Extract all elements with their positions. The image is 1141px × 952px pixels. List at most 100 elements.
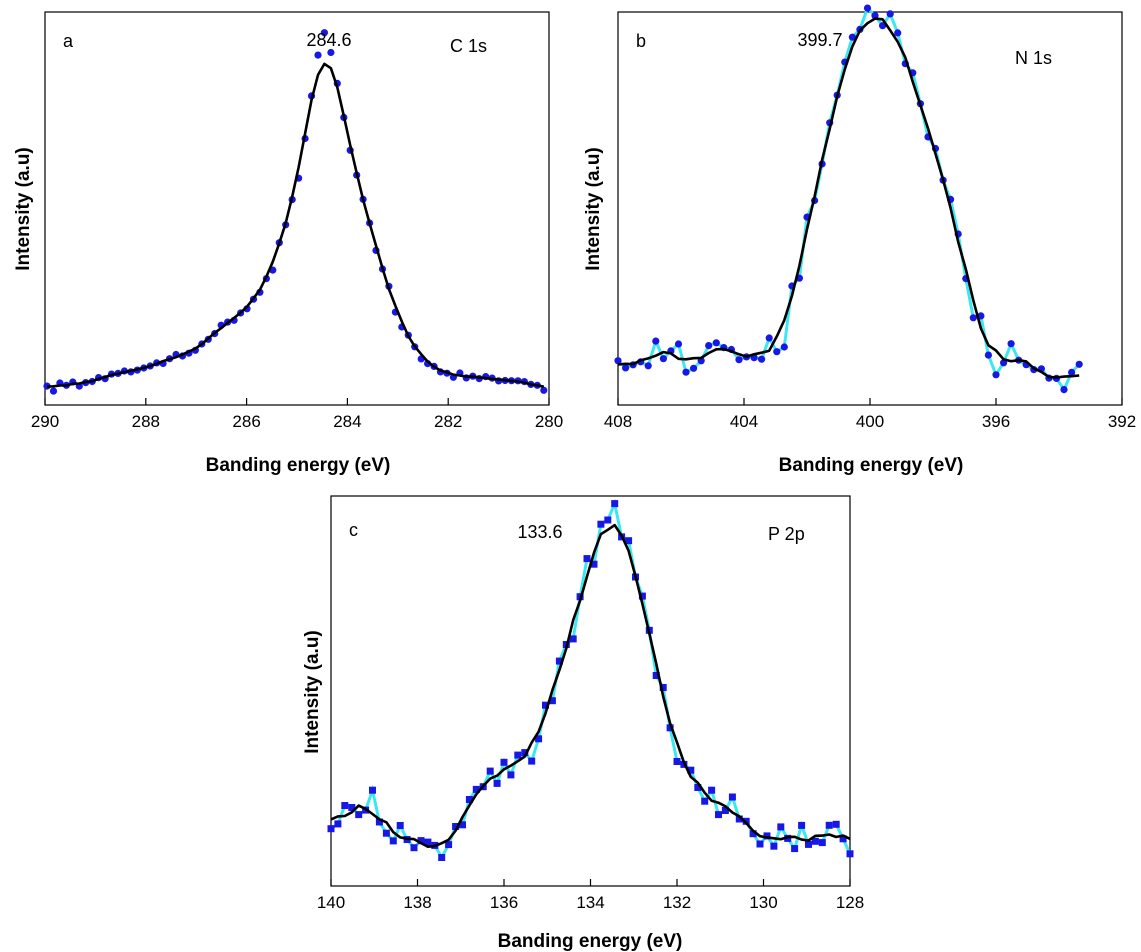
data-points [327,500,854,861]
data-point [341,802,349,809]
x-tick-label: 130 [749,893,777,912]
data-point [625,537,633,545]
data-point [521,749,529,757]
x-tick-label: 128 [836,893,864,912]
data-point [459,821,466,829]
x-ticks: 140 138 136 134 132 130 128 [317,879,864,912]
x-tick-label: 282 [434,412,462,431]
data-point [818,839,826,847]
data-point [659,355,668,363]
data-point [694,784,702,791]
panel-a: 290 288 286 284 282 280 a 284.6 C 1s Banding … [13,11,563,476]
x-tick-label: 136 [490,893,518,912]
data-point [690,364,698,372]
data-point [555,657,563,665]
data-point [1007,340,1015,348]
data-point [992,371,1000,379]
y-axis-title: Intensity (a.u) [583,147,604,271]
data-point [687,766,695,774]
data-point [848,33,857,41]
data-point [1060,386,1068,394]
data-point [811,837,819,845]
data-point [327,48,335,57]
data-point [597,520,605,528]
data-point [705,342,713,350]
data-point [756,840,764,848]
peak-label: 284.6 [306,30,351,50]
data-point [886,10,894,18]
data-point [493,779,501,787]
plot-frame [617,11,1123,406]
data-point [1075,360,1083,368]
x-tick-label: 288 [132,412,160,431]
y-axis-title: Intensity (a.u) [302,630,323,754]
peak-label: 399.7 [797,30,842,50]
data-point [659,684,667,691]
data-point [708,786,716,794]
data-point [320,29,328,37]
data-point [438,854,446,861]
data-point [452,823,460,830]
data-point [777,823,785,831]
data-point [445,841,453,849]
data-point [984,351,993,359]
data-point [396,822,404,829]
data-point [604,516,612,524]
data-point [1068,368,1076,376]
core-level-annotation: P 2p [768,524,805,544]
x-tick-label: 286 [232,412,260,431]
raw-data-line [616,5,1081,393]
data-point [666,724,674,732]
data-point [334,820,342,828]
x-tick-label: 290 [31,412,59,431]
data-point [507,771,515,779]
data-point [424,838,432,846]
data-point [770,842,778,850]
data-point [486,767,494,775]
data-point [569,635,577,643]
data-point [701,797,709,805]
data-point [314,51,322,59]
y-axis-title: Intensity (a.u) [13,147,34,271]
x-tick-label: 132 [663,893,691,912]
data-point [773,348,781,356]
data-point [735,356,743,364]
x-tick-label: 138 [403,893,431,912]
panel-label: b [636,31,646,51]
data-point [682,368,690,376]
data-point [590,560,598,568]
data-point [780,343,788,351]
x-ticks: 408 404 400 396 392 [604,398,1136,431]
plot-frame [44,11,550,406]
data-point [614,357,622,365]
data-point [805,840,812,848]
data-point [763,832,771,840]
data-point [791,845,799,853]
x-tick-label: 134 [576,893,604,912]
plot-frame [330,495,851,887]
x-tick-label: 392 [1108,412,1136,431]
data-point [583,555,591,563]
data-point [832,820,840,828]
panel-b: 408 404 400 396 392 b 399.7 N 1s Banding ene… [583,4,1136,476]
data-point [765,334,773,342]
data-point [500,758,508,766]
x-axis-title: Banding energy (eV) [498,931,683,952]
x-axis-title: Banding energy (eV) [779,455,964,476]
data-point [327,825,335,833]
data-point [389,837,397,845]
data-point [969,314,977,322]
panel-label: c [349,520,358,540]
data-point [417,837,425,845]
data-point [735,815,743,823]
x-ticks: 290 288 286 284 282 280 [31,398,563,431]
core-level-annotation: C 1s [450,36,487,56]
data-point [348,804,356,811]
peak-label: 133.6 [517,522,562,542]
data-point [839,835,847,843]
x-tick-label: 284 [333,412,361,431]
core-level-annotation: N 1s [1015,48,1052,68]
data-point [652,672,660,679]
data-point [49,387,58,395]
fit-curve [46,62,545,388]
